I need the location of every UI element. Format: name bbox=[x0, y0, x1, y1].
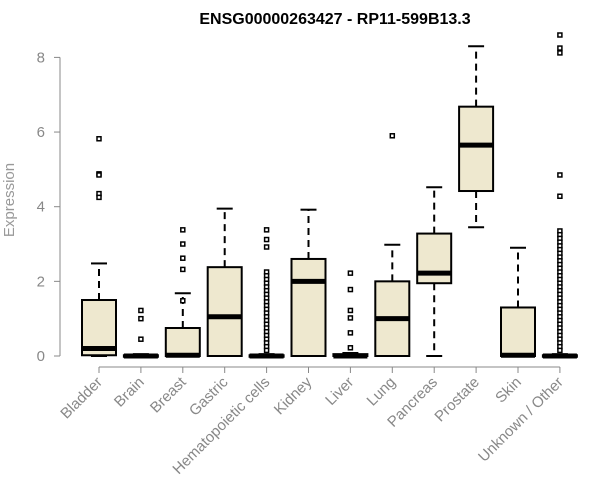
outlier-point bbox=[557, 50, 563, 56]
outlier-point bbox=[180, 241, 186, 247]
outlier-point bbox=[347, 286, 354, 293]
outlier-point bbox=[263, 227, 270, 233]
x-tick-label: Liver bbox=[322, 374, 357, 409]
x-tick-label: Kidney bbox=[271, 373, 316, 418]
outlier-point bbox=[389, 133, 396, 139]
outlier-point bbox=[138, 307, 144, 314]
outlier-point bbox=[96, 172, 102, 178]
outlier-point bbox=[347, 307, 354, 314]
outlier-point bbox=[557, 193, 563, 199]
outlier-point bbox=[96, 194, 102, 201]
box-group bbox=[122, 307, 159, 359]
y-tick-label: 0 bbox=[37, 348, 45, 365]
plot-area bbox=[81, 32, 578, 359]
x-tick-label: Skin bbox=[492, 374, 525, 407]
box-group bbox=[290, 208, 327, 357]
y-axis: 0 2 4 6 8 bbox=[37, 49, 61, 365]
box bbox=[500, 306, 536, 357]
outlier-point bbox=[557, 347, 563, 354]
box-group bbox=[541, 32, 578, 359]
y-axis-label: Expression bbox=[1, 163, 18, 237]
box-group bbox=[206, 207, 243, 358]
box-group bbox=[458, 45, 495, 229]
outlier-point bbox=[138, 336, 144, 342]
box-group bbox=[81, 136, 117, 357]
box-group bbox=[248, 227, 285, 359]
box-group bbox=[416, 186, 453, 357]
y-tick-label: 8 bbox=[37, 49, 45, 66]
box-group bbox=[500, 246, 536, 358]
outlier-point bbox=[180, 266, 186, 273]
y-tick-label: 6 bbox=[37, 124, 45, 141]
outlier-point bbox=[263, 236, 270, 243]
outlier-point bbox=[347, 270, 354, 276]
y-tick-label: 2 bbox=[37, 273, 45, 290]
outlier-point bbox=[180, 298, 186, 304]
box bbox=[164, 327, 201, 358]
box bbox=[416, 232, 453, 285]
outlier-point bbox=[180, 255, 186, 261]
x-tick-label: Prostate bbox=[431, 374, 483, 426]
outlier-point bbox=[347, 330, 354, 336]
outlier-point bbox=[347, 345, 354, 351]
box-group bbox=[332, 270, 369, 359]
box-group bbox=[374, 133, 411, 358]
outlier-point bbox=[557, 45, 563, 51]
outlier-point bbox=[263, 244, 270, 250]
box bbox=[458, 105, 495, 193]
box bbox=[206, 266, 243, 358]
outlier-point bbox=[557, 32, 563, 38]
outlier-point bbox=[180, 227, 186, 233]
y-tick-label: 4 bbox=[37, 199, 45, 216]
box bbox=[290, 257, 327, 357]
outlier-point bbox=[138, 315, 144, 322]
x-tick-label: Breast bbox=[147, 373, 190, 416]
box-group bbox=[164, 227, 201, 358]
outlier-point bbox=[96, 136, 102, 142]
outlier-point bbox=[347, 315, 354, 321]
x-tick-label: Brain bbox=[111, 374, 148, 411]
chart-title: ENSG00000263427 - RP11-599B13.3 bbox=[199, 11, 470, 28]
outlier-point bbox=[557, 172, 563, 178]
outlier-point bbox=[263, 347, 270, 354]
x-tick-label: Bladder bbox=[57, 374, 106, 423]
x-tick-label: Lung bbox=[364, 374, 400, 410]
